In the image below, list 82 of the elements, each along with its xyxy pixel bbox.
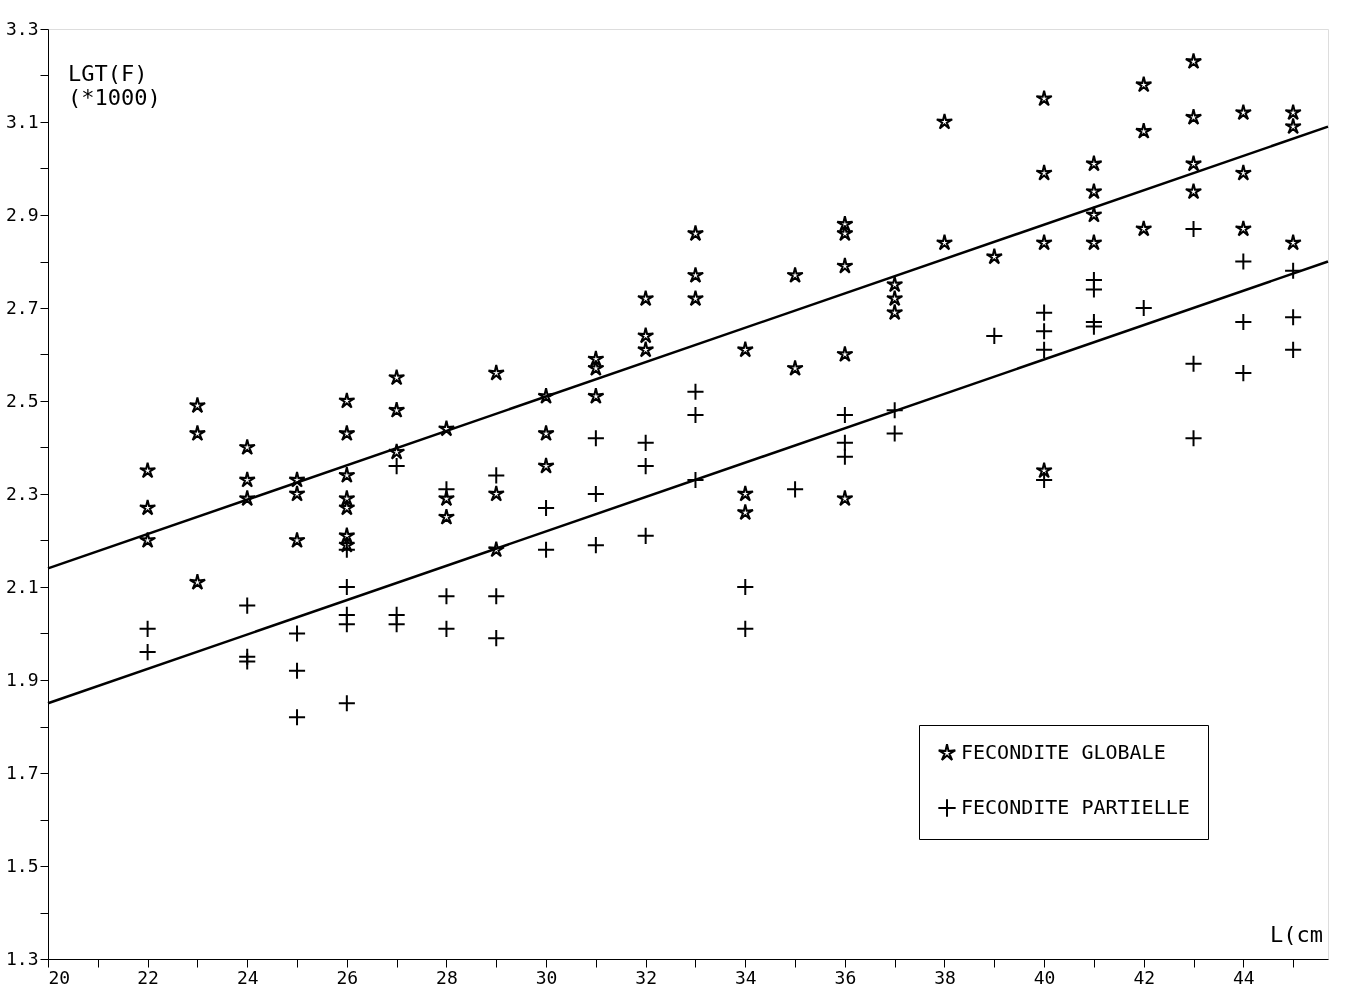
y-tick-label: 2.5 [5, 389, 39, 411]
point [1084, 280, 1103, 299]
point [1234, 252, 1253, 271]
x-tick-label: 28 [436, 966, 458, 988]
point [238, 596, 257, 615]
x-tick-label: 30 [535, 966, 558, 988]
x-tick-label: 40 [1033, 966, 1056, 988]
point [387, 457, 406, 476]
point [1035, 340, 1054, 359]
point [686, 405, 705, 425]
point [238, 652, 257, 671]
x-tick-label: 24 [236, 966, 259, 988]
point [586, 484, 605, 504]
point [586, 429, 605, 448]
point [1035, 303, 1054, 322]
point [835, 405, 854, 425]
point [636, 433, 655, 452]
point [1035, 322, 1054, 341]
point [138, 619, 157, 638]
point [437, 480, 456, 499]
point [437, 587, 456, 606]
point [835, 447, 854, 466]
point [1284, 340, 1303, 359]
point [337, 694, 356, 713]
point [636, 457, 655, 476]
x-tick-label: 32 [635, 966, 658, 988]
x-tick-label: 36 [834, 966, 857, 988]
x-tick-label: 20 [48, 966, 71, 988]
y-tick-label: 2.9 [5, 203, 39, 225]
y-tick-label: 2.7 [5, 296, 39, 318]
x-tick-label: 26 [336, 966, 359, 988]
point [1234, 364, 1253, 383]
point [487, 629, 506, 648]
y-tick-label: 3.3 [5, 17, 39, 39]
y-tick-label: 1.3 [5, 947, 39, 969]
point [1184, 354, 1203, 373]
x-tick-label: 22 [137, 966, 159, 988]
point [536, 498, 556, 518]
point [487, 587, 506, 606]
point [1284, 308, 1303, 327]
y-tick-label: 1.7 [5, 761, 39, 783]
point [387, 615, 406, 634]
point [1184, 219, 1203, 239]
point [287, 708, 307, 727]
point [636, 526, 655, 545]
point [586, 536, 605, 555]
point [686, 470, 705, 490]
point [835, 433, 854, 452]
point [736, 577, 755, 597]
point [885, 401, 904, 420]
legend-label: FECONDITE GLOBALE [961, 740, 1166, 764]
y-tick-label: 2.1 [5, 575, 39, 597]
point [1134, 298, 1153, 318]
point [487, 466, 506, 485]
point [885, 424, 904, 443]
y-axis-title: LGT(F) (*1000) [68, 61, 161, 110]
point [1035, 470, 1054, 490]
point [337, 540, 356, 559]
x-axis-title: L(cm [1270, 922, 1323, 947]
point [337, 577, 356, 597]
point [437, 619, 456, 638]
y-tick-label: 1.9 [5, 668, 39, 690]
x-tick-label: 34 [734, 966, 757, 988]
point [138, 643, 157, 662]
point [287, 661, 307, 680]
y-tick-label: 2.3 [5, 482, 39, 504]
point [786, 480, 805, 499]
x-tick-label: 38 [934, 966, 956, 988]
x-tick-label: 44 [1232, 966, 1255, 988]
x-tick-label: 42 [1133, 966, 1156, 988]
point [1084, 317, 1103, 336]
point [736, 619, 755, 638]
legend-label: FECONDITE PARTIELLE [961, 795, 1190, 819]
point [536, 540, 556, 559]
y-tick-label: 1.5 [5, 854, 39, 876]
point [287, 624, 307, 643]
point [1184, 429, 1203, 448]
point [686, 382, 705, 401]
y-tick-label: 3.1 [5, 110, 39, 132]
point [985, 326, 1004, 345]
point [337, 615, 356, 634]
point [1234, 312, 1253, 332]
